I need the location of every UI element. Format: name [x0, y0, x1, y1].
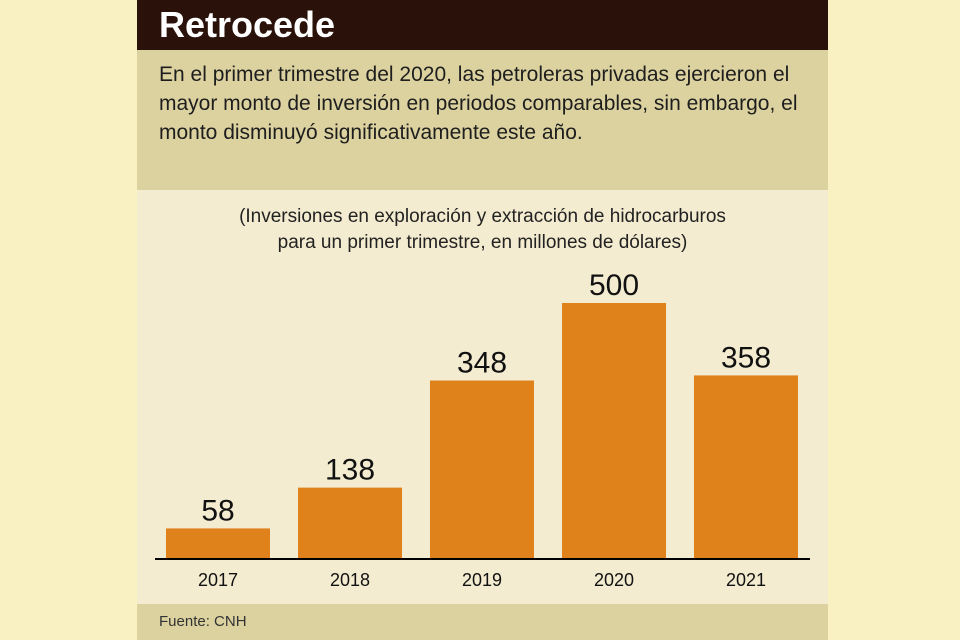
intro-text: En el primer trimestre del 2020, las pet… — [159, 63, 798, 144]
bar-2019 — [430, 380, 534, 558]
intro-panel: En el primer trimestre del 2020, las pet… — [137, 50, 828, 190]
value-label-2017: 58 — [201, 494, 234, 527]
bar-2018 — [298, 487, 402, 558]
footer: Fuente: CNH — [137, 604, 828, 640]
value-label-2019: 348 — [457, 347, 507, 380]
chart-subtitle-line-2: para un primer trimestre, en millones de… — [277, 232, 688, 253]
bar-2017 — [166, 528, 270, 558]
value-label-2020: 500 — [589, 270, 639, 302]
chart-subtitle: (Inversiones en exploración y extracción… — [137, 204, 828, 256]
category-label-2019: 2019 — [462, 570, 502, 590]
infographic-card: Retrocede En el primer trimestre del 202… — [137, 0, 828, 640]
category-label-2021: 2021 — [726, 570, 766, 590]
bar-chart: 58 2017 138 2018 348 2019 500 2020 358 2021 — [155, 270, 810, 590]
value-label-2021: 358 — [721, 341, 771, 374]
value-label-2018: 138 — [325, 454, 375, 487]
bar-2020 — [562, 303, 666, 558]
chart-subtitle-line-1: (Inversiones en exploración y extracción… — [239, 206, 726, 227]
page-title: Retrocede — [159, 4, 336, 45]
category-label-2020: 2020 — [594, 570, 634, 590]
bar-2021 — [694, 375, 798, 558]
category-label-2018: 2018 — [330, 570, 370, 590]
title-bar: Retrocede — [137, 0, 828, 50]
source-note: Fuente: CNH — [159, 613, 247, 630]
category-label-2017: 2017 — [198, 570, 238, 590]
